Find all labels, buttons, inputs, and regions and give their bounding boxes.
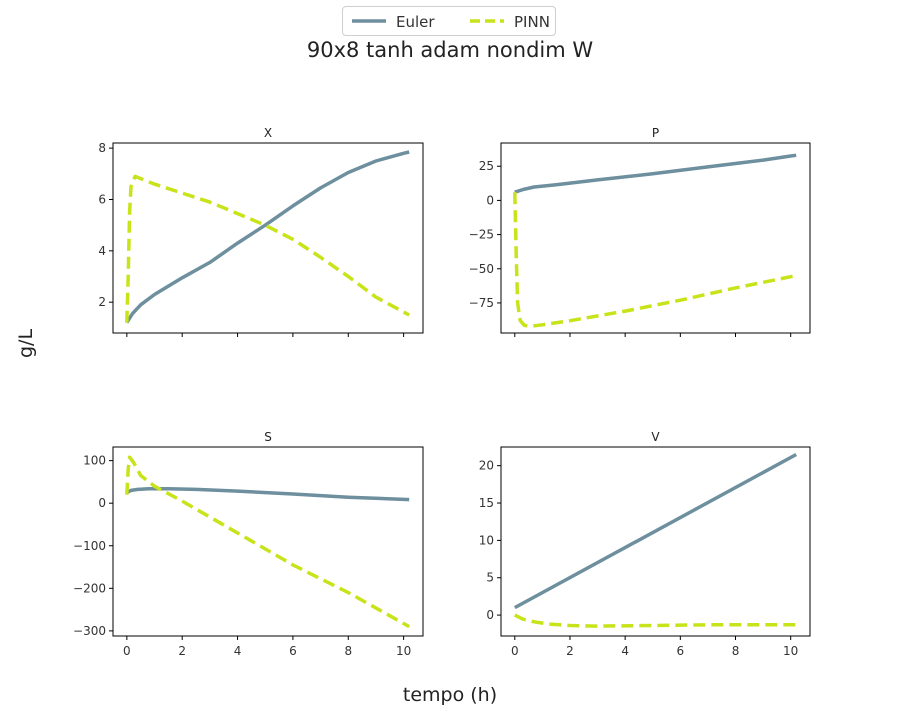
series-line-euler — [125, 150, 410, 324]
subplot-title: V — [651, 430, 660, 444]
series-line-euler — [513, 452, 798, 610]
x-tick-label: 0 — [511, 644, 519, 658]
x-tick-label: 6 — [677, 644, 685, 658]
x-tick-label: 2 — [178, 644, 186, 658]
legend-label-pinn: PINN — [514, 13, 550, 31]
subplot-title: X — [264, 126, 272, 140]
x-tick-label: 2 — [566, 644, 574, 658]
y-tick-label: 25 — [479, 159, 494, 173]
x-tick-label: 6 — [289, 644, 297, 658]
y-tick-label: 10 — [479, 533, 494, 547]
axes-frame — [500, 446, 811, 637]
x-tick-label: 0 — [123, 644, 131, 658]
series-line-pinn — [125, 455, 411, 629]
axes-frame — [112, 142, 424, 334]
subplot-p: P 25 0 −25 −50 −75 — [469, 126, 811, 337]
legend: Euler PINN — [342, 6, 556, 36]
y-tick-label: −50 — [469, 262, 494, 276]
y-tick-label: 5 — [486, 571, 494, 585]
y-tick-label: 6 — [98, 192, 106, 206]
y-tick-label: 2 — [98, 295, 106, 309]
x-tick-label: 4 — [234, 644, 242, 658]
series-line-pinn — [513, 192, 797, 328]
y-tick-label: 0 — [486, 193, 494, 207]
subplot-v: V 0 5 10 15 20 0 2 4 6 8 10 — [479, 430, 811, 658]
y-tick-label: 0 — [486, 608, 494, 622]
y-tick-label: −100 — [73, 539, 106, 553]
figure-title: 90x8 tanh adam nondim W — [306, 38, 594, 62]
subplot-x: X 2 4 6 8 — [98, 126, 424, 337]
y-tick-label: −75 — [469, 296, 494, 310]
x-axis-label: tempo (h) — [402, 684, 498, 706]
y-tick-label: 8 — [98, 141, 106, 155]
series-line-pinn — [514, 613, 797, 628]
legend-label-euler: Euler — [396, 13, 435, 31]
y-tick-label: 0 — [98, 496, 106, 510]
x-tick-label: 10 — [783, 644, 798, 658]
y-tick-label: −300 — [73, 624, 106, 638]
subplot-title: P — [652, 126, 659, 140]
axes-frame — [112, 446, 424, 637]
y-tick-label: −25 — [469, 228, 494, 242]
series-line-euler — [514, 153, 797, 194]
y-tick-label: −200 — [73, 581, 106, 595]
subplot-title: S — [264, 430, 272, 444]
x-tick-label: 8 — [344, 644, 352, 658]
y-tick-label: 100 — [83, 454, 106, 468]
series-line-euler — [126, 486, 410, 502]
x-tick-label: 8 — [732, 644, 740, 658]
legend-swatches — [352, 19, 504, 23]
x-tick-label: 10 — [396, 644, 411, 658]
series-line-pinn — [125, 174, 411, 323]
y-tick-label: 15 — [479, 496, 494, 510]
y-tick-label: 4 — [98, 244, 106, 258]
y-axis-label: g/L — [15, 328, 37, 358]
axes-frame — [500, 142, 811, 334]
y-tick-label: 20 — [479, 459, 494, 473]
x-tick-label: 4 — [621, 644, 629, 658]
subplot-s: S 100 0 −100 −200 −300 0 2 4 6 8 10 — [73, 430, 424, 658]
